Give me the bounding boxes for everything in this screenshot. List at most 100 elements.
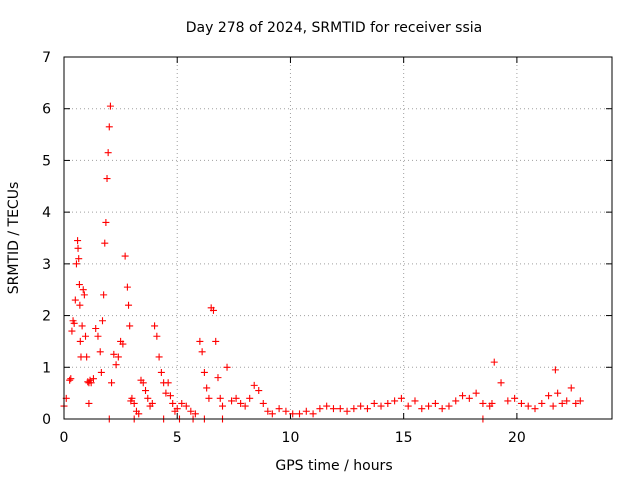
data-point xyxy=(563,397,571,405)
x-tick-label: 5 xyxy=(173,430,182,446)
data-point xyxy=(103,175,111,183)
data-point xyxy=(112,361,120,369)
data-point xyxy=(445,402,453,410)
data-point xyxy=(538,399,546,407)
data-point xyxy=(205,394,213,402)
chart-title: Day 278 of 2024, SRMTID for receiver ssi… xyxy=(186,20,482,36)
data-point xyxy=(488,399,496,407)
data-point xyxy=(567,384,575,392)
y-tick-label: 0 xyxy=(42,412,51,428)
data-point xyxy=(71,296,79,304)
tick-labels: 0 5 10 15 20 0 1 2 3 4 5 6 7 xyxy=(42,50,526,446)
data-point xyxy=(106,102,114,110)
data-point xyxy=(504,397,512,405)
data-point xyxy=(110,350,118,358)
data-point xyxy=(452,397,460,405)
y-tick-label: 7 xyxy=(42,50,51,66)
data-point xyxy=(572,399,580,407)
data-point xyxy=(250,381,258,389)
data-point xyxy=(166,392,174,400)
data-point xyxy=(75,255,83,263)
data-point xyxy=(82,332,90,340)
data-point xyxy=(255,387,263,395)
data-point xyxy=(102,218,110,226)
data-point xyxy=(76,337,84,345)
data-point xyxy=(130,399,138,407)
data-point xyxy=(76,301,84,309)
data-point xyxy=(101,239,109,247)
data-point xyxy=(80,291,88,299)
data-point xyxy=(343,407,351,415)
data-point xyxy=(411,397,419,405)
data-point xyxy=(169,399,177,407)
data-point xyxy=(155,353,163,361)
data-point xyxy=(479,399,487,407)
data-point xyxy=(309,410,317,418)
data-point xyxy=(517,399,525,407)
data-point xyxy=(139,379,147,387)
data-point xyxy=(162,389,170,397)
data-point xyxy=(94,332,102,340)
data-point xyxy=(144,394,152,402)
x-axis-label: GPS time / hours xyxy=(275,458,392,474)
data-points xyxy=(60,102,584,423)
data-point xyxy=(114,353,122,361)
data-point xyxy=(228,397,236,405)
data-point xyxy=(108,379,116,387)
data-point xyxy=(178,399,186,407)
data-point xyxy=(425,402,433,410)
data-point xyxy=(164,379,172,387)
data-point xyxy=(74,237,82,245)
data-point xyxy=(219,402,227,410)
data-point xyxy=(216,394,224,402)
data-point xyxy=(142,387,150,395)
plot-frame xyxy=(63,56,613,420)
data-point xyxy=(357,402,365,410)
data-point xyxy=(212,337,220,345)
data-point xyxy=(68,327,76,335)
data-point xyxy=(524,402,532,410)
data-point xyxy=(187,407,195,415)
data-point xyxy=(551,366,559,374)
data-point xyxy=(246,394,254,402)
data-point xyxy=(350,405,358,413)
data-point xyxy=(67,375,75,383)
data-point xyxy=(531,405,539,413)
data-point xyxy=(148,399,156,407)
data-point xyxy=(237,399,245,407)
data-point xyxy=(459,392,467,400)
data-point xyxy=(151,322,159,330)
data-point xyxy=(200,368,208,376)
y-tick-label: 4 xyxy=(42,205,51,221)
data-point xyxy=(125,301,133,309)
data-point xyxy=(264,407,272,415)
data-point xyxy=(370,399,378,407)
data-point xyxy=(173,405,181,413)
data-point xyxy=(85,399,93,407)
data-point xyxy=(182,402,190,410)
data-point xyxy=(87,379,95,387)
data-point xyxy=(232,394,240,402)
data-point xyxy=(296,410,304,418)
data-point xyxy=(157,368,165,376)
data-point xyxy=(123,283,131,291)
y-tick-label: 3 xyxy=(42,257,51,273)
data-point xyxy=(302,407,310,415)
data-point xyxy=(316,405,324,413)
data-point xyxy=(418,405,426,413)
data-point xyxy=(79,286,87,294)
data-point xyxy=(83,353,91,361)
data-point xyxy=(100,291,108,299)
data-point xyxy=(431,399,439,407)
data-point xyxy=(275,405,283,413)
data-point xyxy=(549,402,557,410)
y-axis-label: SRMTID / TECUs xyxy=(6,182,22,295)
data-point xyxy=(98,317,106,325)
data-point xyxy=(329,405,337,413)
data-point xyxy=(268,410,276,418)
data-point xyxy=(66,376,74,384)
data-point xyxy=(558,399,566,407)
y-tick-label: 1 xyxy=(42,360,51,376)
data-point xyxy=(465,394,473,402)
